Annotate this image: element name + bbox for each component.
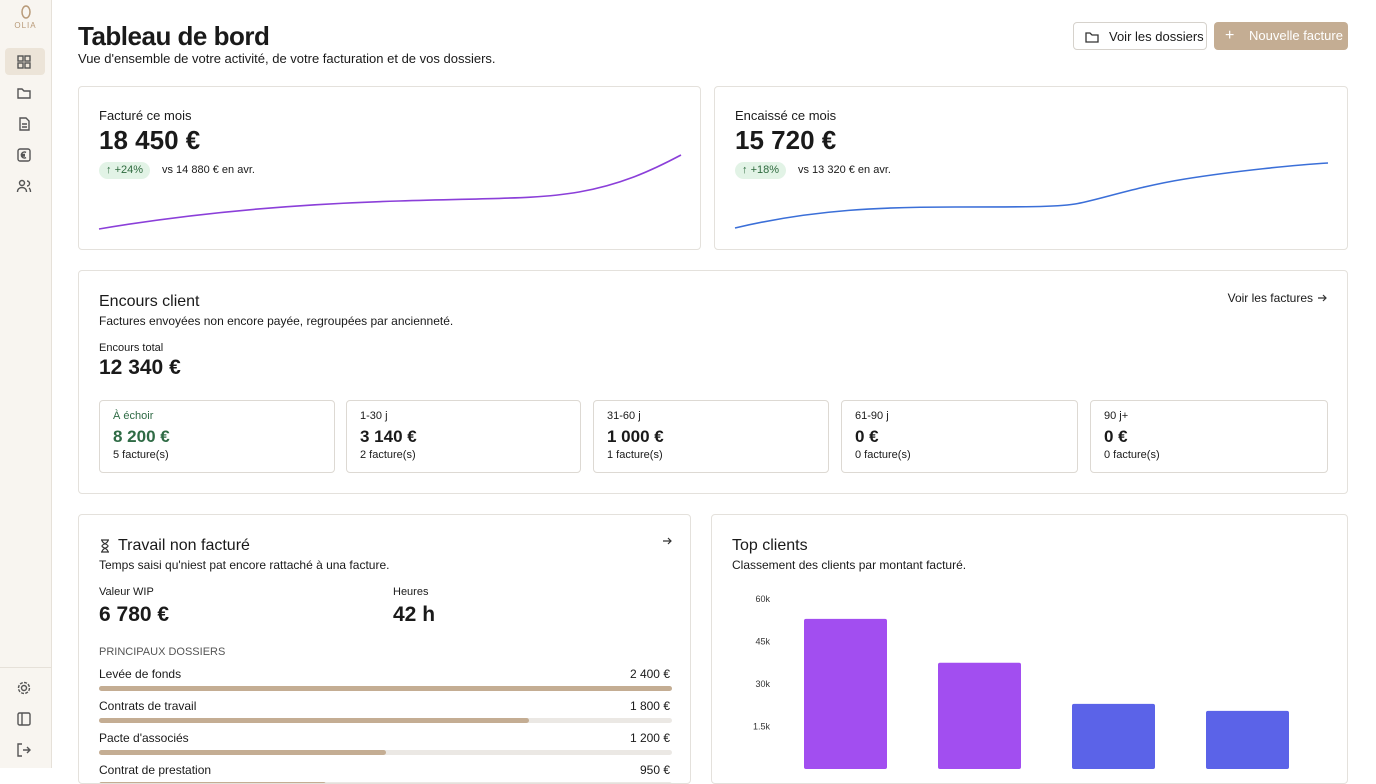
progress-bar xyxy=(99,750,386,755)
hours-label: Heures xyxy=(393,586,429,598)
change-value: +24% xyxy=(114,164,144,176)
bucket-label: 1-30 j xyxy=(360,410,388,422)
sparkline xyxy=(734,162,1329,229)
sparkline xyxy=(98,154,682,230)
bar xyxy=(938,662,1021,769)
nav-clients[interactable] xyxy=(16,178,32,194)
wip-label: Valeur WIP xyxy=(99,586,154,598)
aging-bucket: 90 j+ 0 € 0 facture(s) xyxy=(1090,400,1328,473)
nav-logout[interactable] xyxy=(16,742,32,758)
change-value: +18% xyxy=(750,164,780,176)
bucket-count: 5 facture(s) xyxy=(113,449,169,461)
card-title: Top clients xyxy=(732,537,808,554)
divider xyxy=(0,667,51,668)
dossier-amount: 1 200 € xyxy=(629,731,670,745)
bucket-count: 0 facture(s) xyxy=(1104,449,1160,461)
wip-value: 6 780 € xyxy=(99,603,170,626)
aging-bucket: 31-60 j 1 000 € 1 facture(s) xyxy=(593,400,829,473)
bucket-count: 2 facture(s) xyxy=(360,449,416,461)
progress-bar xyxy=(99,686,672,691)
y-tick-label: 1.5k xyxy=(753,722,771,732)
card-title: Encours client xyxy=(99,293,200,310)
card-subtitle: Temps saisi qu'niest pat encore rattaché… xyxy=(99,558,390,572)
nav-folders[interactable] xyxy=(16,85,32,101)
bucket-label: 90 j+ xyxy=(1104,410,1129,422)
card-title: Travail non facturé xyxy=(118,537,250,554)
bucket-label: À échoir xyxy=(113,410,154,422)
page-subtitle: Vue d'ensemble de votre activité, de vot… xyxy=(78,51,496,66)
bucket-amount: 1 000 € xyxy=(607,427,664,446)
bar xyxy=(1072,703,1155,769)
y-tick-label: 45k xyxy=(755,637,770,647)
y-tick-label: 30k xyxy=(755,679,770,689)
button-label: Voir les dossiers xyxy=(1109,29,1204,44)
folder-icon xyxy=(1085,32,1099,43)
bucket-amount: 3 140 € xyxy=(360,427,417,446)
dossier-name: Levée de fonds xyxy=(99,667,182,681)
wip-card: Travail non facturé Temps saisi qu'niest… xyxy=(78,514,691,784)
dossier-amount: 1 800 € xyxy=(629,699,670,713)
bucket-amount: 8 200 € xyxy=(113,427,170,446)
bucket-label: 31-60 j xyxy=(607,410,641,422)
arrow-up: ↑ xyxy=(742,164,751,176)
aging-bucket: 61-90 j 0 € 0 facture(s) xyxy=(841,400,1078,473)
bucket-count: 0 facture(s) xyxy=(855,449,911,461)
dossier-name: Contrat de prestation xyxy=(99,763,212,777)
arrow-icon xyxy=(1318,294,1327,302)
hourglass-icon xyxy=(101,539,109,553)
bucket-label: 61-90 j xyxy=(855,410,889,422)
total-label: Encours total xyxy=(99,342,164,354)
change-pill: ↑ +18% xyxy=(735,162,787,179)
new-invoice-button[interactable]: + Nouvelle facture xyxy=(1214,22,1348,50)
folders-button[interactable]: Voir les dossiers xyxy=(1073,22,1207,50)
progress-track xyxy=(99,750,672,755)
nav-invoices[interactable] xyxy=(16,147,32,163)
dossier-name: Pacte d'associés xyxy=(99,731,189,745)
change-pill: ↑ +24% xyxy=(99,162,151,179)
page: OLIA Tableau de bord Vue d'ensemble de v… xyxy=(0,0,1348,784)
comparison: vs 14 880 € en avr. xyxy=(162,164,255,176)
plus-icon: + xyxy=(1225,27,1235,44)
kpi-label: Facturé ce mois xyxy=(99,108,192,123)
arrow-up: ↑ xyxy=(106,164,115,176)
bar-chart: 1.5k 30k 45k 60k xyxy=(753,594,1289,769)
encours-card: Encours client Factures envoyées non enc… xyxy=(78,270,1348,494)
kpi-card: Encaissé ce mois 15 720 € ↑ +18% vs 13 320 … xyxy=(714,86,1348,250)
kpi-value: 15 720 € xyxy=(735,125,837,155)
y-tick-label: 60k xyxy=(755,594,770,604)
arrow-icon[interactable] xyxy=(661,535,673,547)
bucket-count: 1 facture(s) xyxy=(607,449,663,461)
dossier-amount: 950 € xyxy=(639,763,670,777)
aging-bucket: 1-30 j 3 140 € 2 facture(s) xyxy=(346,400,581,473)
card-subtitle: Classement des clients par montant factu… xyxy=(732,558,967,572)
bar xyxy=(1206,710,1289,769)
logo: OLIA xyxy=(14,21,37,30)
dossier-name: Contrats de travail xyxy=(99,699,197,713)
total-value: 12 340 € xyxy=(99,356,181,379)
dossier-amount: 2 400 € xyxy=(629,667,670,681)
button-label: Nouvelle facture xyxy=(1249,28,1343,43)
logo-icon xyxy=(21,5,31,19)
nav-sidebar-toggle[interactable] xyxy=(16,711,32,727)
invoices-link[interactable]: Voir les factures xyxy=(1227,291,1313,305)
card-subtitle: Factures envoyées non encore payée, regr… xyxy=(99,314,454,328)
hours-value: 42 h xyxy=(393,603,436,626)
bar xyxy=(804,618,887,769)
kpi-label: Encaissé ce mois xyxy=(735,108,837,123)
sidebar: OLIA xyxy=(0,0,52,768)
nav-documents[interactable] xyxy=(16,116,32,132)
nav-dashboard[interactable] xyxy=(16,54,32,70)
kpi-value: 18 450 € xyxy=(99,125,201,155)
bucket-amount: 0 € xyxy=(855,427,879,446)
comparison: vs 13 320 € en avr. xyxy=(798,164,891,176)
progress-bar xyxy=(99,718,529,723)
nav-settings[interactable] xyxy=(16,680,32,696)
aging-bucket: À échoir 8 200 € 5 facture(s) xyxy=(99,400,335,473)
page-title: Tableau de bord xyxy=(78,21,270,51)
bucket-amount: 0 € xyxy=(1104,427,1128,446)
top-clients-card: Top clients Classement des clients par m… xyxy=(711,514,1348,784)
kpi-card: Facturé ce mois 18 450 € ↑ +24% vs 14 880 €… xyxy=(78,86,701,250)
section-label: PRINCIPAUX DOSSIERS xyxy=(99,646,226,658)
